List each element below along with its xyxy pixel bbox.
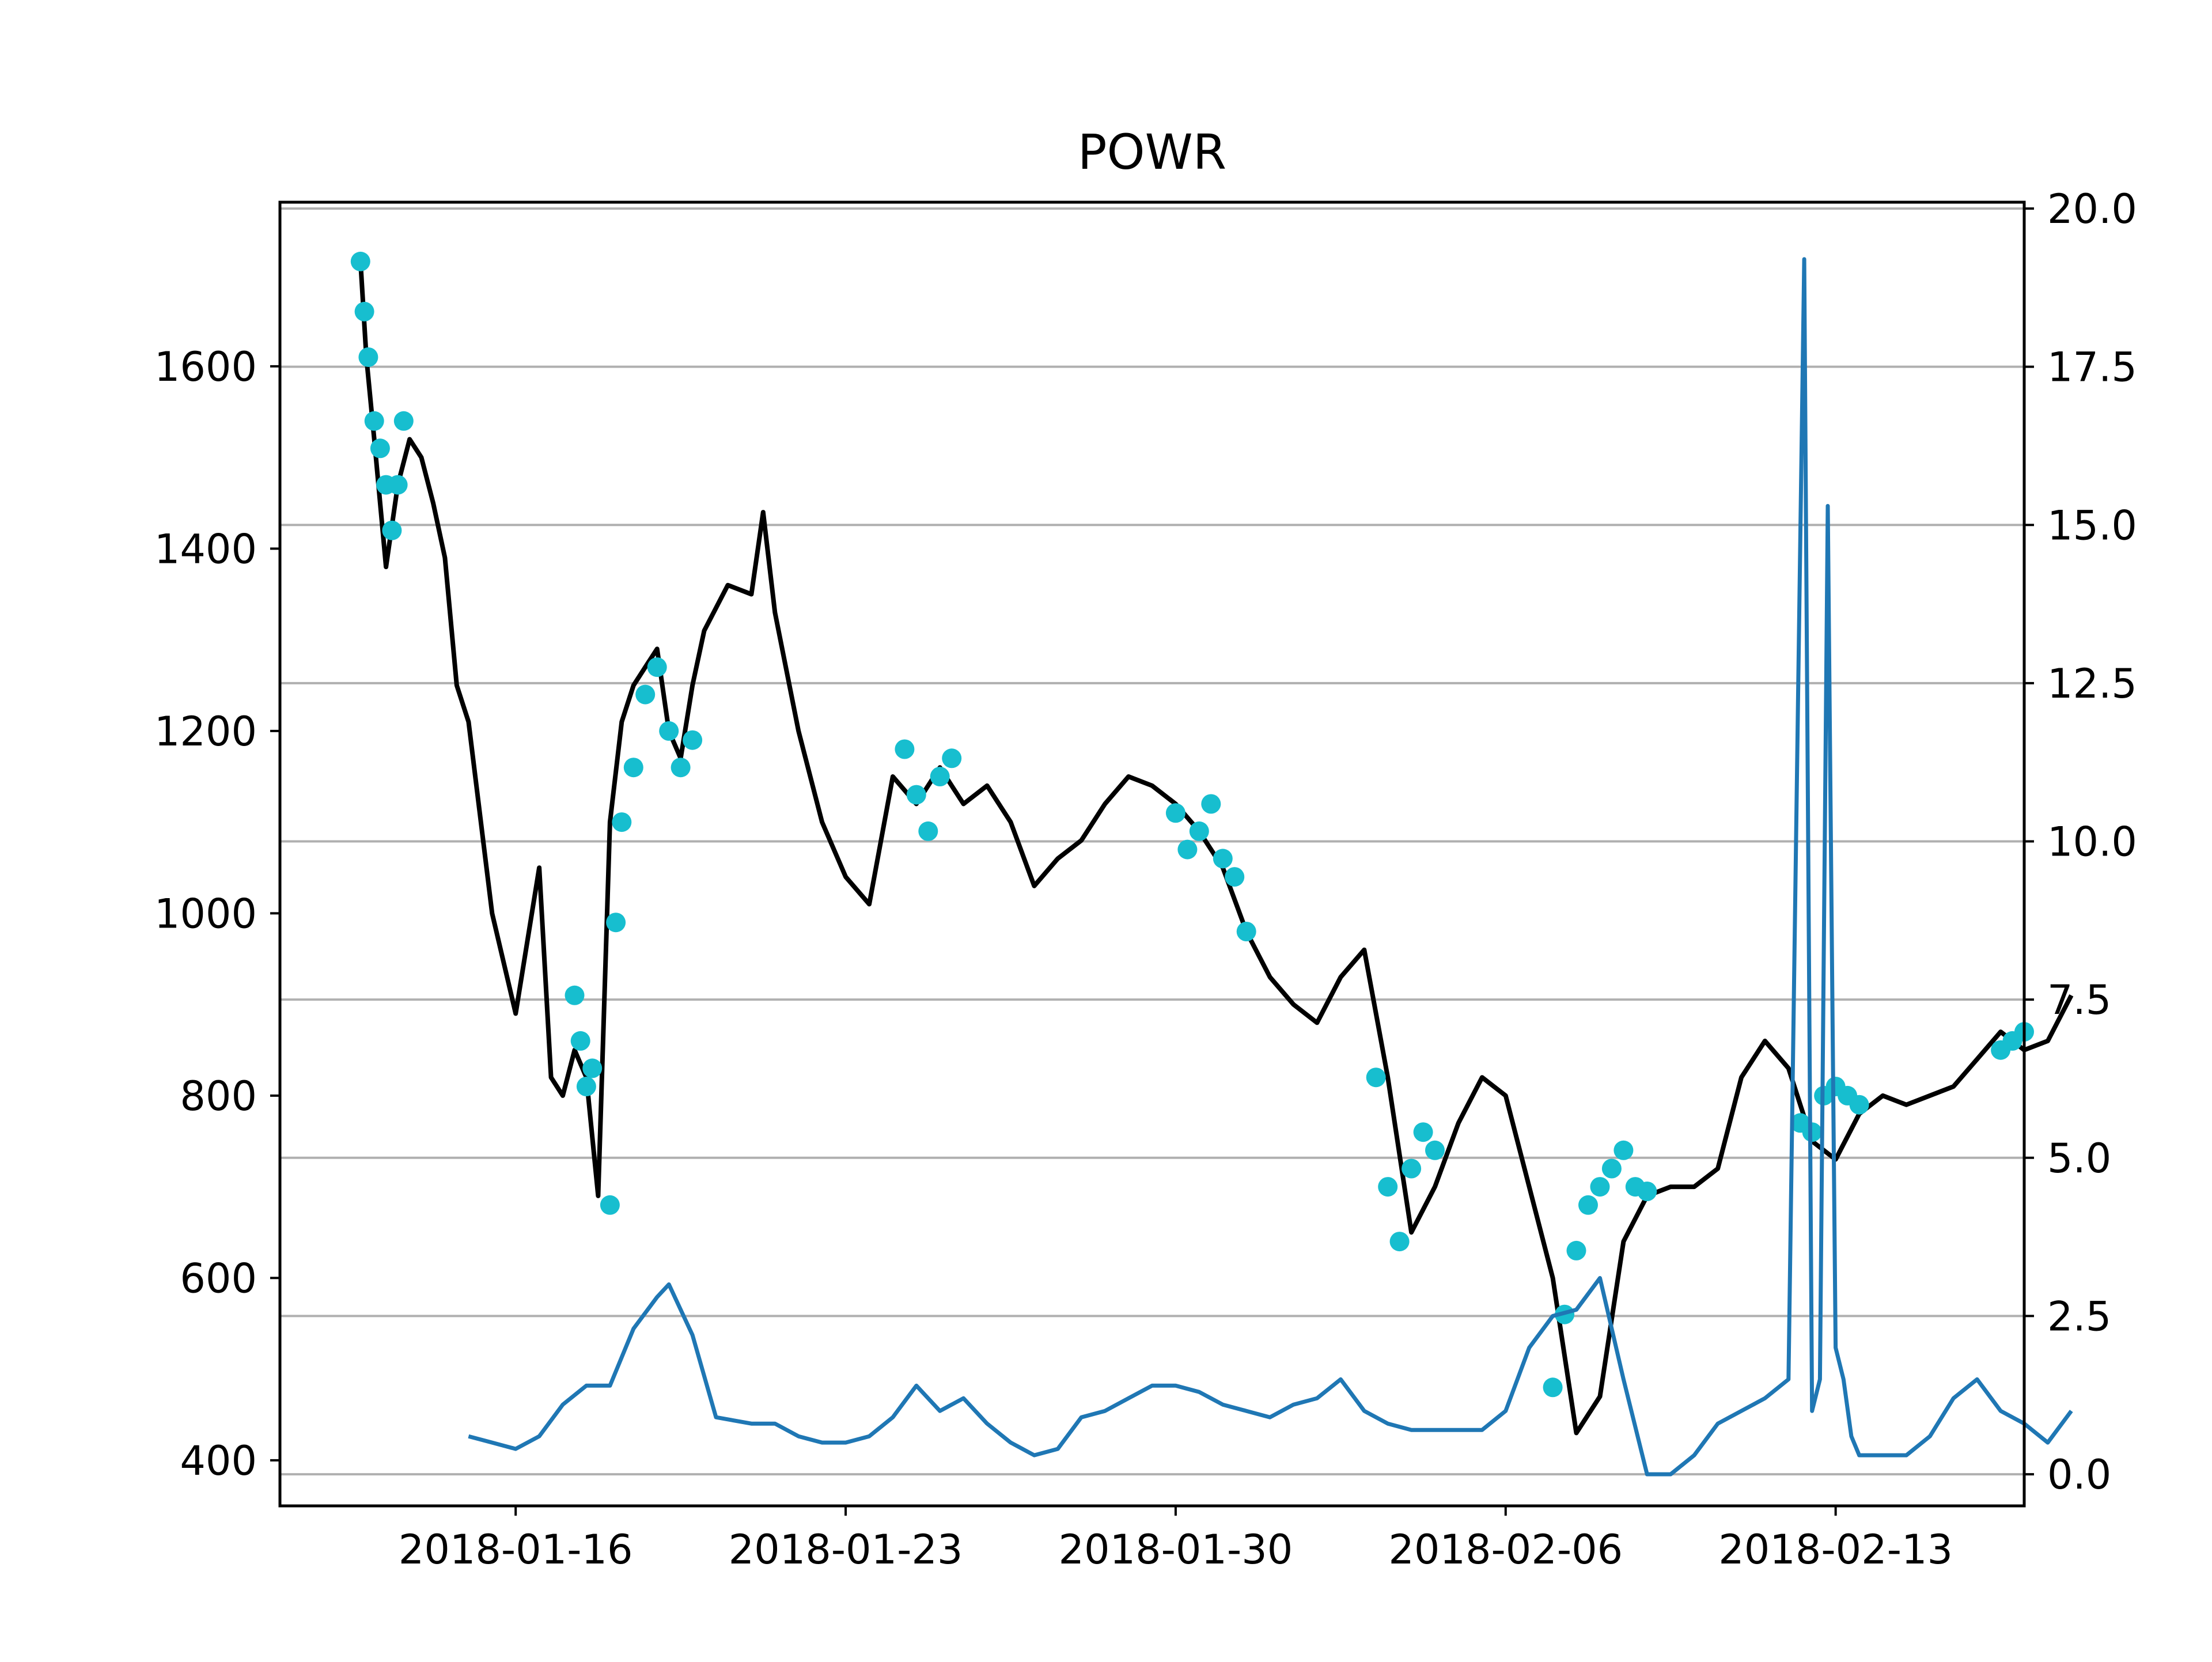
signal-marker: [1189, 821, 1209, 841]
signal-marker: [358, 347, 378, 367]
axis-ticks: 0.0 2.5 5.0 7.5 10.0 12.5 15.0 17.5 20.0 400 600 80…: [154, 185, 2137, 1573]
y-tick-label: 1400: [154, 525, 257, 573]
signal-marker: [683, 730, 703, 750]
signal-marker: [1389, 1232, 1410, 1252]
signal-marker: [1177, 839, 1198, 860]
y2-tick-label: 12.5: [2047, 660, 2137, 707]
signal-marker: [635, 684, 656, 705]
y2-tick-label: 20.0: [2047, 185, 2137, 233]
signal-marker: [1637, 1182, 1657, 1201]
price-line: [358, 261, 2074, 1436]
signal-marker: [565, 985, 585, 1005]
signal-marker: [623, 758, 643, 778]
y-tick-label: 600: [180, 1255, 257, 1302]
y2-tick-label: 10.0: [2047, 819, 2137, 866]
signal-marker: [370, 438, 390, 459]
indicator-line: [468, 257, 2073, 1477]
signal-marker: [1413, 1122, 1433, 1142]
y2-tick-label: 2.5: [2047, 1293, 2111, 1340]
x-tick-label: 2018-01-30: [1059, 1526, 1293, 1573]
marker-group: [350, 251, 2034, 1398]
y2-tick-label: 7.5: [2047, 976, 2111, 1024]
x-tick-label: 2018-02-06: [1388, 1526, 1623, 1573]
signal-marker: [582, 1058, 603, 1078]
signal-marker: [600, 1195, 620, 1215]
signal-marker: [918, 821, 938, 841]
signal-marker: [1578, 1195, 1598, 1215]
x-tick-label: 2018-01-23: [729, 1526, 963, 1573]
x-tick-label: 2018-01-16: [399, 1526, 633, 1573]
y2-tick-label: 15.0: [2047, 502, 2137, 549]
signal-marker: [1366, 1067, 1386, 1088]
signal-marker: [1613, 1140, 1634, 1160]
signal-marker: [350, 251, 370, 271]
signal-marker: [354, 301, 374, 321]
y2-tick-label: 5.0: [2047, 1135, 2111, 1182]
signal-marker: [659, 721, 679, 741]
signal-marker: [606, 913, 626, 933]
y-tick-label: 800: [180, 1073, 257, 1120]
signal-marker: [906, 785, 926, 805]
signal-marker: [930, 767, 950, 786]
signal-marker: [1201, 794, 1221, 814]
signal-marker: [1378, 1177, 1398, 1197]
signal-marker: [1425, 1140, 1445, 1160]
signal-marker: [393, 411, 414, 431]
y-tick-label: 400: [180, 1437, 257, 1485]
signal-marker: [1225, 867, 1245, 887]
signal-marker: [1590, 1177, 1610, 1197]
signal-marker: [388, 475, 408, 495]
signal-marker: [1566, 1240, 1586, 1260]
signal-marker: [895, 739, 915, 759]
signal-marker: [364, 411, 384, 431]
signal-marker: [1402, 1159, 1422, 1179]
signal-marker: [1213, 849, 1233, 869]
signal-marker: [612, 812, 632, 832]
signal-marker: [1165, 803, 1185, 823]
plot-frame: [278, 200, 2026, 1508]
signal-marker: [647, 657, 667, 677]
signal-marker: [1543, 1377, 1563, 1398]
plot-series: [350, 251, 2074, 1477]
y-tick-label: 1200: [154, 708, 257, 755]
signal-marker: [671, 758, 691, 778]
signal-marker: [576, 1077, 596, 1096]
y2-tick-label: 17.5: [2047, 344, 2137, 391]
y2-tick-label: 0.0: [2047, 1451, 2111, 1498]
signal-marker: [570, 1031, 590, 1051]
y-tick-label: 1600: [154, 343, 257, 391]
x-tick-label: 2018-02-13: [1718, 1526, 1953, 1573]
signal-marker: [1601, 1159, 1622, 1179]
signal-marker: [382, 520, 402, 540]
signal-marker: [1236, 922, 1256, 941]
y-tick-label: 1000: [154, 890, 257, 937]
signal-marker: [1849, 1095, 1869, 1115]
chart-title: POWR: [1078, 124, 1226, 180]
signal-marker: [942, 748, 962, 768]
